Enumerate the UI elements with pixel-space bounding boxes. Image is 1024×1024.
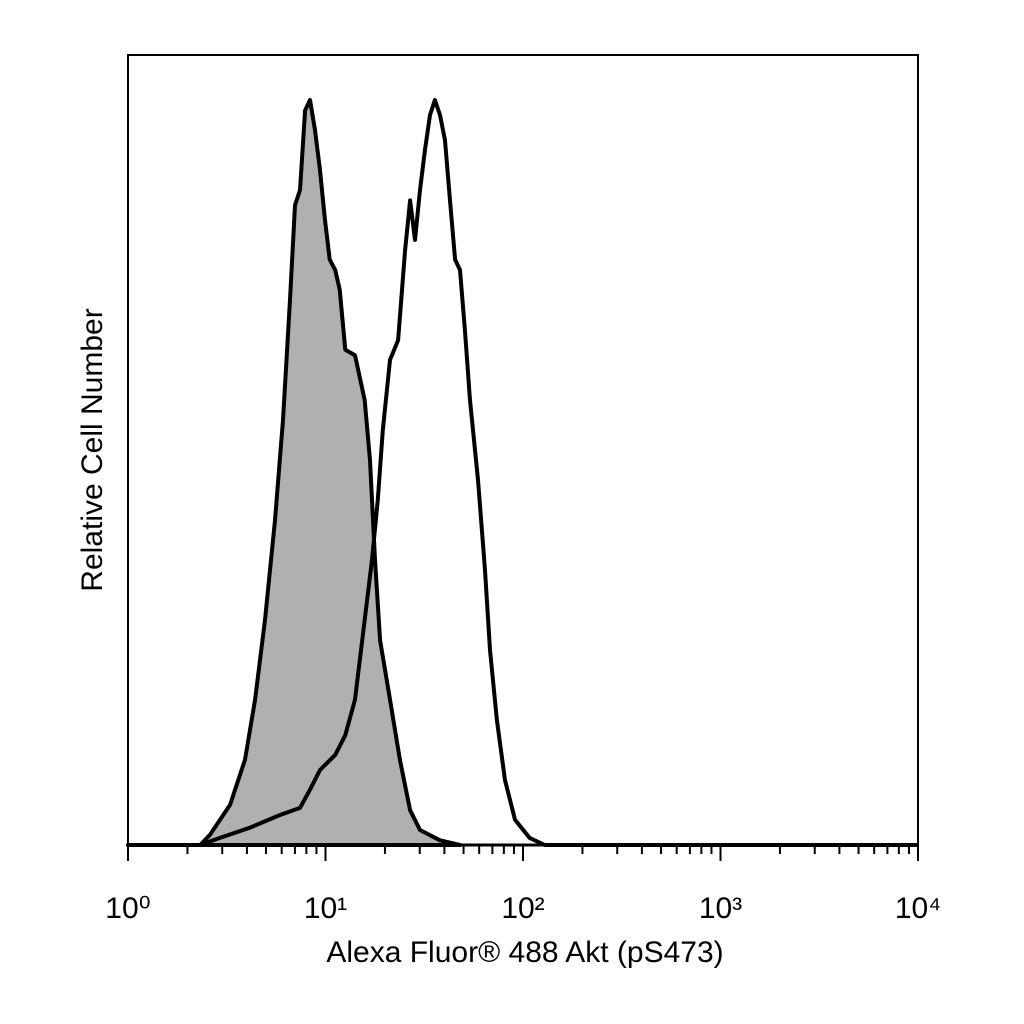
- x-axis-label: Alexa Fluor® 488 Akt (pS473): [326, 936, 723, 969]
- x-tick-label: 10⁴: [895, 892, 941, 925]
- x-tick-label: 10²: [501, 892, 544, 925]
- x-tick-label: 10¹: [304, 892, 347, 925]
- x-tick-label: 10³: [699, 892, 742, 925]
- y-axis-label: Relative Cell Number: [76, 308, 109, 591]
- histogram-curve: [126, 98, 462, 847]
- histogram-curve: [128, 98, 918, 847]
- x-tick-label: 10⁰: [105, 892, 150, 925]
